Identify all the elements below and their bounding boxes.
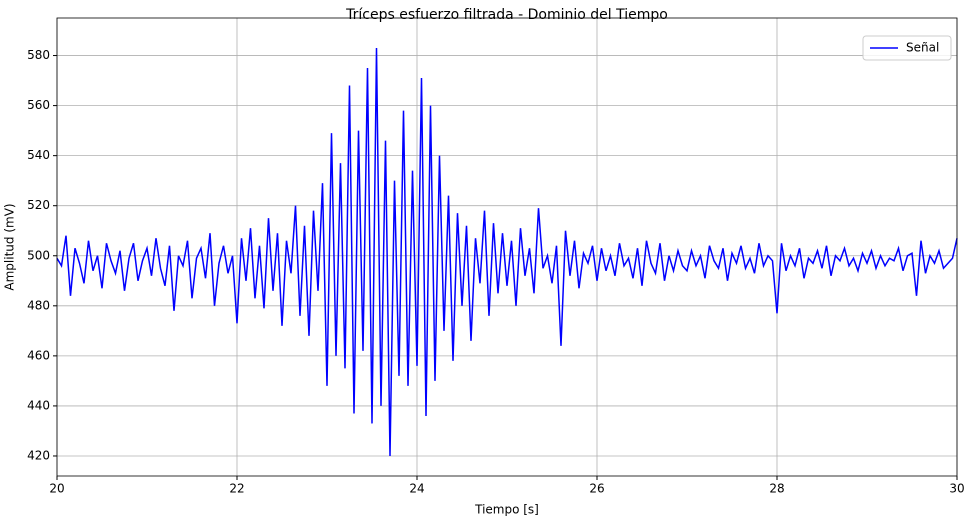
x-tick-label: 24: [409, 482, 424, 496]
y-tick-label: 540: [27, 148, 50, 162]
y-tick-label: 560: [27, 98, 50, 112]
y-tick-label: 520: [27, 198, 50, 212]
x-tick-label: 22: [229, 482, 244, 496]
y-tick-label: 420: [27, 448, 50, 462]
signal-line: [56, 48, 958, 456]
y-tick-label: 580: [27, 48, 50, 62]
y-tick-label: 440: [27, 398, 50, 412]
y-tick-label: 500: [27, 248, 50, 262]
x-tick-label: 28: [769, 482, 784, 496]
plot-frame: [56, 17, 958, 477]
y-tick-label: 460: [27, 348, 50, 362]
legend-box: [862, 35, 952, 61]
y-axis-label: Amplitud (mV): [3, 203, 17, 290]
legend-label: Señal: [906, 41, 939, 55]
x-tick-label: 26: [589, 482, 604, 496]
x-tick-label: 30: [949, 482, 964, 496]
x-tick-label: 20: [49, 482, 64, 496]
y-tick-label: 480: [27, 298, 50, 312]
x-axis-label: Tiempo [s]: [474, 503, 539, 517]
chart-title: Tríceps esfuerzo filtrada - Dominio del …: [345, 7, 668, 23]
